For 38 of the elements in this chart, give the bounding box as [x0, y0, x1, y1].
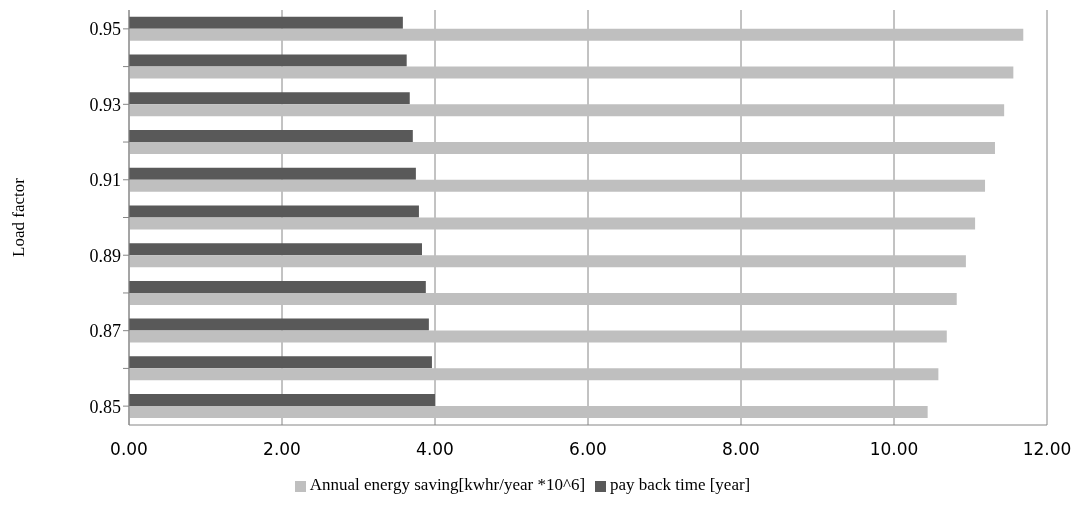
bar — [129, 92, 410, 105]
x-tick-label: 4.00 — [416, 439, 454, 460]
y-tick-label: 0.95 — [89, 19, 121, 40]
bar — [129, 356, 432, 369]
y-axis-title: Load factor — [9, 177, 29, 257]
y-tick-label: 0.91 — [89, 170, 121, 191]
bar — [129, 54, 407, 67]
y-tick-label: 0.85 — [89, 396, 121, 417]
bar — [129, 243, 422, 256]
x-tick-label: 0.00 — [110, 439, 148, 460]
bar — [129, 394, 435, 407]
bar — [129, 28, 1024, 41]
bar — [129, 330, 947, 343]
x-tick-label: 6.00 — [569, 439, 607, 460]
legend-label: pay back time [year] — [610, 475, 751, 494]
y-tick-label: 0.89 — [89, 245, 121, 266]
x-tick-label: 8.00 — [722, 439, 760, 460]
x-tick-label: 2.00 — [263, 439, 301, 460]
y-tick-label: 0.87 — [89, 321, 121, 342]
bar — [129, 66, 1014, 79]
x-tick-label: 12.00 — [1022, 439, 1072, 460]
bar — [129, 167, 416, 180]
bar — [129, 104, 1005, 117]
bar — [129, 205, 419, 218]
bar — [129, 217, 976, 230]
bar — [129, 179, 986, 192]
x-tick-label: 10.00 — [869, 439, 919, 460]
bar — [129, 280, 426, 293]
bar — [129, 292, 957, 305]
bar — [129, 255, 966, 268]
bar — [129, 318, 429, 331]
bar — [129, 16, 403, 29]
y-tick-label: 0.93 — [89, 94, 121, 115]
legend-label: Annual energy saving[kwhr/year *10^6] — [309, 475, 586, 494]
bar — [129, 141, 995, 154]
bar — [129, 129, 413, 142]
bar — [129, 406, 928, 419]
bar — [129, 368, 939, 381]
